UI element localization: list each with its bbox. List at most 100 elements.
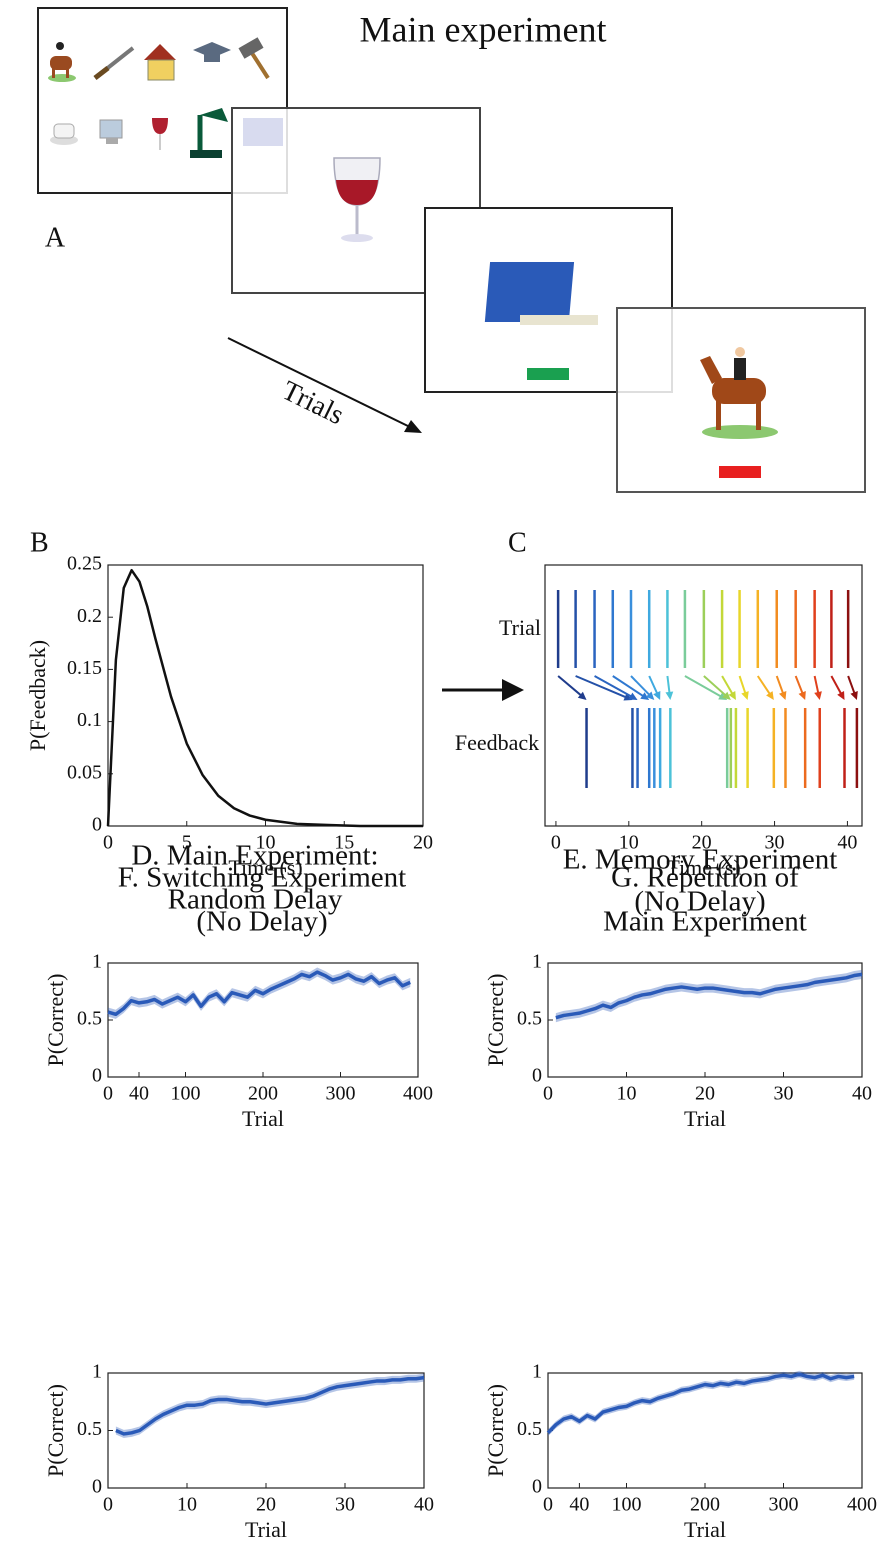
plot-frame	[544, 564, 863, 827]
x-tick-label: 30	[765, 832, 785, 854]
x-tick-label: 5	[182, 832, 192, 854]
x-tick-label: 100	[171, 1083, 201, 1105]
x-tick-label: 40	[569, 1494, 589, 1516]
delay-arrow	[738, 675, 747, 695]
chart-title: (No Delay)	[196, 906, 327, 938]
x-tick-label: 400	[403, 1083, 433, 1105]
y-tick-label: 0.05	[67, 761, 102, 783]
x-tick-label: 40	[414, 1494, 434, 1516]
x-tick-label: 15	[334, 832, 354, 854]
panel-label: C	[508, 527, 527, 558]
panel-label: A	[45, 222, 66, 253]
delay-arrow-head	[850, 691, 858, 700]
y-tick-label: 0.15	[67, 657, 102, 679]
panel-label: B	[30, 527, 49, 558]
chart-title: E. Memory Experiment	[563, 844, 838, 876]
chart-title: Random Delay	[168, 884, 343, 916]
correct-feedback-bar	[527, 368, 569, 380]
x-tick-label: 100	[612, 1494, 642, 1516]
y-tick-label: 0	[532, 1476, 542, 1498]
x-tick-label: 30	[774, 1083, 794, 1105]
panel-a-title: Main experiment	[360, 9, 607, 49]
delay-arrow-head	[766, 691, 774, 700]
y-axis-label: P(Feedback)	[25, 640, 50, 751]
data-line	[555, 972, 863, 1020]
y-axis-label: P(Correct)	[483, 974, 508, 1067]
x-axis-label: Trial	[242, 1106, 284, 1131]
x-axis-label: Time (s)	[228, 855, 302, 880]
delay-arrow-head	[837, 691, 845, 700]
delay-arrow	[557, 675, 583, 697]
plot-frame	[107, 1372, 425, 1489]
y-tick-label: 0.2	[77, 605, 102, 627]
delay-arrow	[684, 675, 723, 698]
y-axis-label: P(Correct)	[43, 974, 68, 1067]
x-tick-label: 0	[543, 1083, 553, 1105]
delay-arrow	[721, 675, 734, 696]
x-tick-label: 20	[692, 832, 712, 854]
delay-arrow-head	[814, 691, 822, 700]
y-axis-label: P(Correct)	[43, 1384, 68, 1477]
y-tick-label: 0.25	[67, 553, 102, 575]
panel-a: Main experiment A Trials	[37, 7, 866, 493]
stimulus-icons	[48, 37, 270, 158]
x-tick-label: 300	[769, 1494, 799, 1516]
arrow-label: Trials	[277, 375, 348, 431]
delay-arrow-head	[640, 692, 650, 700]
delay-arrow	[775, 675, 785, 695]
y-tick-label: 0	[92, 1065, 102, 1087]
flow-arrow-head	[502, 679, 524, 701]
chart-title: (No Delay)	[634, 886, 765, 918]
plot-frame	[107, 564, 424, 827]
chart-title: F. Switching Experiment	[118, 862, 406, 894]
arrow-head	[404, 420, 422, 433]
x-axis-label: Trial	[684, 1517, 726, 1542]
chart-title: Main Experiment	[603, 906, 807, 938]
y-tick-label: 1	[532, 1361, 542, 1383]
delay-arrow	[847, 675, 856, 695]
data-line	[107, 970, 411, 1017]
x-tick-label: 0	[103, 832, 113, 854]
delay-arrow	[703, 675, 727, 697]
data-line	[115, 1375, 425, 1436]
y-tick-label: 0	[92, 1476, 102, 1498]
y-axis-label: P(Correct)	[483, 1384, 508, 1477]
delay-arrow	[794, 675, 804, 695]
delay-arrow	[830, 675, 843, 695]
y-tick-label: 0.5	[77, 1008, 102, 1030]
y-tick-label: 1	[532, 951, 542, 973]
delay-arrow-head	[628, 692, 638, 700]
delay-arrow	[630, 675, 651, 697]
x-tick-label: 400	[847, 1494, 877, 1516]
y-tick-label: 0.1	[77, 709, 102, 731]
x-tick-label: 0	[103, 1083, 113, 1105]
x-axis-label: Trial	[684, 1106, 726, 1131]
row-label: Feedback	[455, 730, 539, 755]
row-label: Trial	[499, 615, 541, 640]
chart-title: D. Main Experiment:	[131, 840, 378, 872]
x-tick-label: 20	[256, 1494, 276, 1516]
x-tick-label: 30	[335, 1494, 355, 1516]
delay-arrow	[648, 675, 659, 695]
trials-arrow	[227, 337, 413, 429]
delay-arrow	[813, 675, 820, 695]
y-tick-label: 0	[92, 814, 102, 836]
error-band	[115, 1373, 425, 1438]
delay-arrow-head	[722, 691, 731, 700]
delay-arrow	[612, 675, 645, 698]
y-tick-label: 1	[92, 1361, 102, 1383]
x-tick-label: 0	[543, 1494, 553, 1516]
x-tick-label: 20	[413, 832, 433, 854]
plot-frame	[547, 1372, 863, 1489]
delay-arrow-head	[798, 691, 806, 700]
delay-arrow-head	[779, 691, 787, 700]
delay-arrow	[594, 675, 633, 698]
y-tick-label: 0.5	[517, 1418, 542, 1440]
x-tick-label: 200	[690, 1494, 720, 1516]
delay-arrow-head	[728, 691, 736, 700]
x-tick-label: 10	[256, 832, 276, 854]
error-band	[555, 969, 862, 1023]
x-tick-label: 200	[248, 1083, 278, 1105]
delay-arrow-head	[653, 691, 661, 700]
